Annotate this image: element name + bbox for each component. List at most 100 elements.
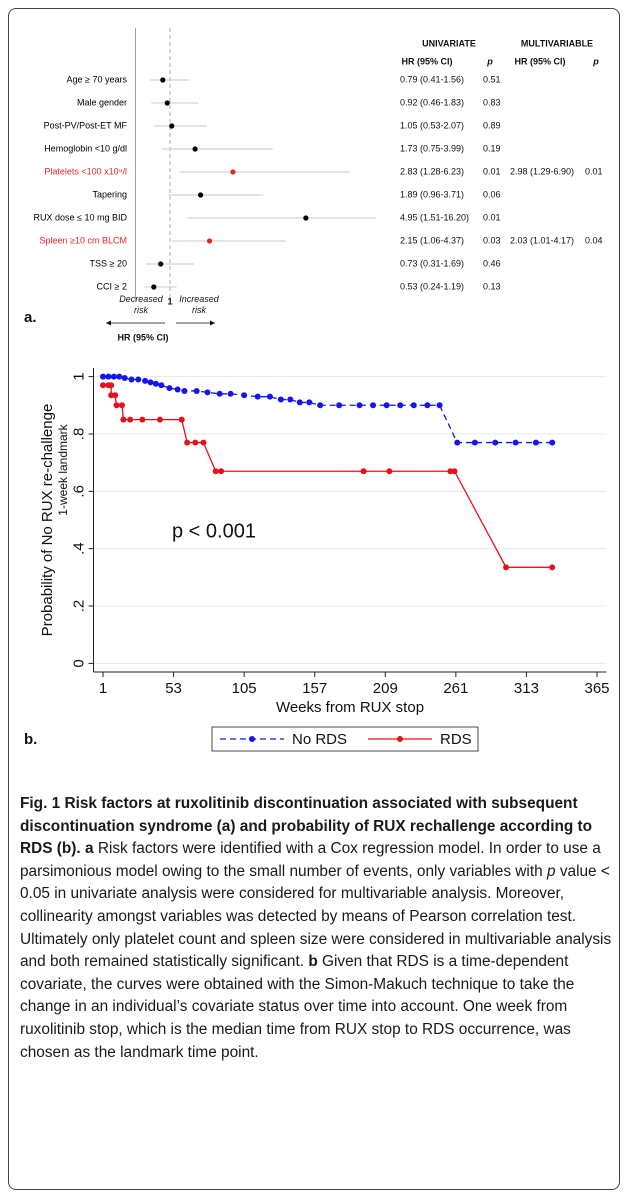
hr-label: 0.79 (0.41-1.56) xyxy=(400,74,464,84)
marker xyxy=(410,402,417,409)
x-tick-label: 365 xyxy=(584,680,609,697)
marker xyxy=(424,402,431,409)
row-label: Spleen ≥10 cm BLCM xyxy=(40,235,127,245)
marker xyxy=(119,402,125,409)
marker xyxy=(356,402,363,409)
row-label: Post-PV/Post-ET MF xyxy=(44,120,128,130)
marker xyxy=(336,402,343,409)
marker xyxy=(193,387,200,394)
p-value: 0.19 xyxy=(483,143,501,153)
marker xyxy=(360,468,367,475)
marker xyxy=(287,396,294,403)
marker xyxy=(116,373,123,380)
marker xyxy=(471,439,478,446)
row-label: CCI ≥ 2 xyxy=(97,281,127,291)
column-subheader: HR (95% CI) xyxy=(401,56,452,66)
x-axis-label: HR (95% CI) xyxy=(117,332,168,342)
hr-label: 1.89 (0.96-3.71) xyxy=(400,189,464,199)
marker xyxy=(549,439,556,446)
series-line xyxy=(103,384,553,568)
annotation: Decreased risk xyxy=(119,294,163,315)
legend-label: RDS xyxy=(440,731,472,748)
marker xyxy=(121,375,128,382)
caption-title: Fig. 1 Risk factors at ruxolitinib disco… xyxy=(20,795,593,858)
marker xyxy=(157,416,163,423)
point xyxy=(198,192,204,198)
row-label: RUX dose ≤ 10 mg BID xyxy=(34,212,128,222)
annotation: Increased risk xyxy=(179,294,219,315)
marker xyxy=(174,386,181,393)
p-value: 0.83 xyxy=(483,97,501,107)
annotation: p < 0.001 xyxy=(172,520,256,542)
marker xyxy=(212,468,219,475)
y-tick-label: .8 xyxy=(70,428,87,441)
hr-label: 1.05 (0.53-2.07) xyxy=(400,120,464,130)
legend-marker xyxy=(397,736,403,742)
caption-label: b xyxy=(308,953,318,971)
column-subheader: HR (95% CI) xyxy=(514,56,565,66)
p-value: 0.89 xyxy=(483,120,501,130)
marker xyxy=(370,402,377,409)
row-label: Platelets <100 x10⁹/l xyxy=(44,166,127,176)
p-value: 0.06 xyxy=(483,189,501,199)
marker xyxy=(241,392,248,399)
point xyxy=(160,77,166,83)
marker xyxy=(112,392,119,399)
panel-label: a. xyxy=(24,309,37,326)
figure: a. UNIVARIATE MULTIVARIABLE HR (95% CI) p HR … xyxy=(24,28,610,752)
marker xyxy=(454,439,461,446)
point xyxy=(169,123,175,129)
marker xyxy=(436,402,443,409)
marker xyxy=(386,468,393,475)
p-value: 0.51 xyxy=(483,74,501,84)
marker xyxy=(492,439,499,446)
marker xyxy=(139,416,146,423)
y-axis-sublabel: 1-week landmark xyxy=(56,423,70,515)
marker xyxy=(218,468,225,475)
caption-label: a xyxy=(84,840,94,858)
y-tick-label: .4 xyxy=(70,542,87,555)
hr-label: 2.83 (1.28-6.23) xyxy=(400,166,464,176)
marker xyxy=(128,376,135,383)
marker xyxy=(503,564,510,571)
row-label: Hemoglobin <10 g/dl xyxy=(44,143,127,153)
column-header: UNIVARIATE xyxy=(422,38,476,48)
y-tick-label: 0 xyxy=(70,659,87,667)
arrow-head xyxy=(210,320,215,326)
p-value: 0.01 xyxy=(483,166,501,176)
caption-text: p xyxy=(546,862,556,880)
marker xyxy=(512,439,519,446)
caption-text: Given that RDS is a time-dependent covar… xyxy=(20,953,575,1061)
marker xyxy=(216,390,223,397)
p-value: 0.01 xyxy=(585,166,603,176)
x-axis-label: Weeks from RUX stop xyxy=(276,699,424,716)
marker xyxy=(200,439,207,446)
hr-label: 1.73 (0.75-3.99) xyxy=(400,143,464,153)
marker xyxy=(110,373,117,380)
x-tick-label: 261 xyxy=(443,680,468,697)
marker xyxy=(254,393,261,400)
row-label: Age ≥ 70 years xyxy=(67,74,128,84)
marker xyxy=(306,399,313,406)
marker xyxy=(100,382,106,389)
marker xyxy=(100,373,106,380)
row-label: Male gender xyxy=(77,97,127,107)
marker xyxy=(397,402,404,409)
marker xyxy=(266,393,273,400)
caption-text: Risk factors were identified with a Cox … xyxy=(20,840,601,880)
arrow-head xyxy=(106,320,111,326)
legend-label: No RDS xyxy=(292,731,347,748)
p-value: 0.13 xyxy=(483,281,501,291)
x-tick-label: 313 xyxy=(514,680,539,697)
marker xyxy=(113,402,120,409)
marker xyxy=(147,379,154,386)
marker xyxy=(142,377,149,384)
hr-label: 2.03 (1.01-4.17) xyxy=(510,235,574,245)
point xyxy=(206,238,213,244)
marker xyxy=(152,380,159,387)
marker xyxy=(166,385,173,392)
marker xyxy=(192,439,199,446)
marker xyxy=(184,439,191,446)
column-header: MULTIVARIABLE xyxy=(521,38,593,48)
y-tick-label: 1 xyxy=(70,372,87,380)
